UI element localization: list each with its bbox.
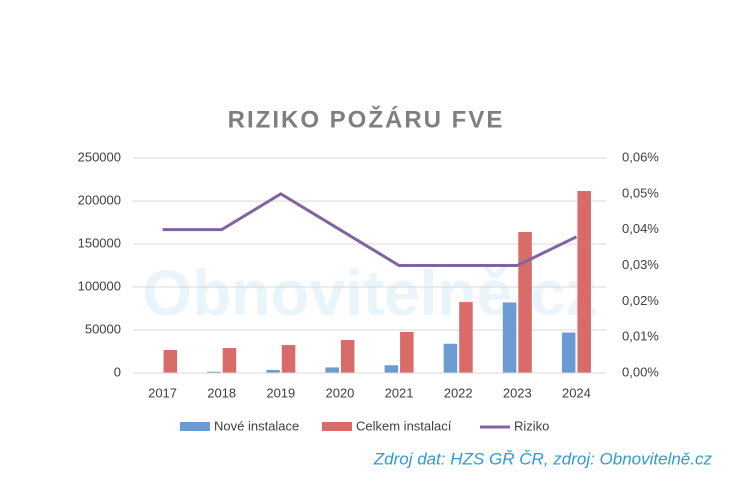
y-tick-label: 200000 (78, 192, 121, 207)
bar (443, 343, 458, 373)
bar (577, 191, 591, 373)
x-tick-label: 2022 (444, 385, 473, 400)
line (162, 192, 578, 267)
x-tick-label: 2019 (266, 385, 295, 400)
legend-label: Nové instalace (214, 418, 299, 433)
legend-swatch (322, 422, 352, 431)
y-tick-label: 0 (114, 364, 121, 379)
x-tick-label: 2021 (385, 385, 414, 400)
x-tick-label: 2018 (207, 385, 236, 400)
chart-title: RIZIKO POŽÁRU FVE (228, 105, 505, 133)
y2-tick-label: 0,00% (622, 364, 659, 379)
source-note: Zdroj dat: HZS GŘ ČR, zdroj: Obnovitelně… (373, 449, 713, 468)
y2-tick-label: 0,06% (622, 149, 659, 164)
y-tick-label: 150000 (78, 235, 121, 250)
bar (561, 332, 576, 373)
bar (163, 350, 178, 373)
y2-tick-label: 0,04% (622, 221, 659, 236)
y-tick-label: 100000 (78, 278, 121, 293)
legend-label: Celkem instalací (356, 418, 452, 433)
bar (325, 367, 339, 373)
bar (266, 369, 280, 373)
bar (340, 339, 355, 373)
x-tick-label: 2017 (148, 385, 177, 400)
bar (518, 231, 532, 373)
legend-label: Riziko (514, 418, 549, 433)
bar (459, 302, 473, 373)
y-tick-label: 50000 (85, 321, 121, 336)
bar (384, 365, 399, 373)
x-tick-label: 2023 (503, 385, 532, 400)
bar (400, 331, 414, 373)
y-tick-label: 250000 (78, 149, 121, 164)
bar (281, 345, 296, 373)
x-tick-label: 2020 (325, 385, 354, 400)
x-tick-label: 2024 (562, 385, 591, 400)
y2-tick-label: 0,02% (622, 293, 659, 308)
y2-tick-label: 0,01% (622, 329, 659, 344)
bar (502, 302, 517, 373)
y2-tick-label: 0,03% (622, 257, 659, 272)
y2-tick-label: 0,05% (622, 185, 659, 200)
bar (222, 348, 237, 373)
legend-swatch (180, 422, 210, 431)
bar (207, 371, 221, 373)
